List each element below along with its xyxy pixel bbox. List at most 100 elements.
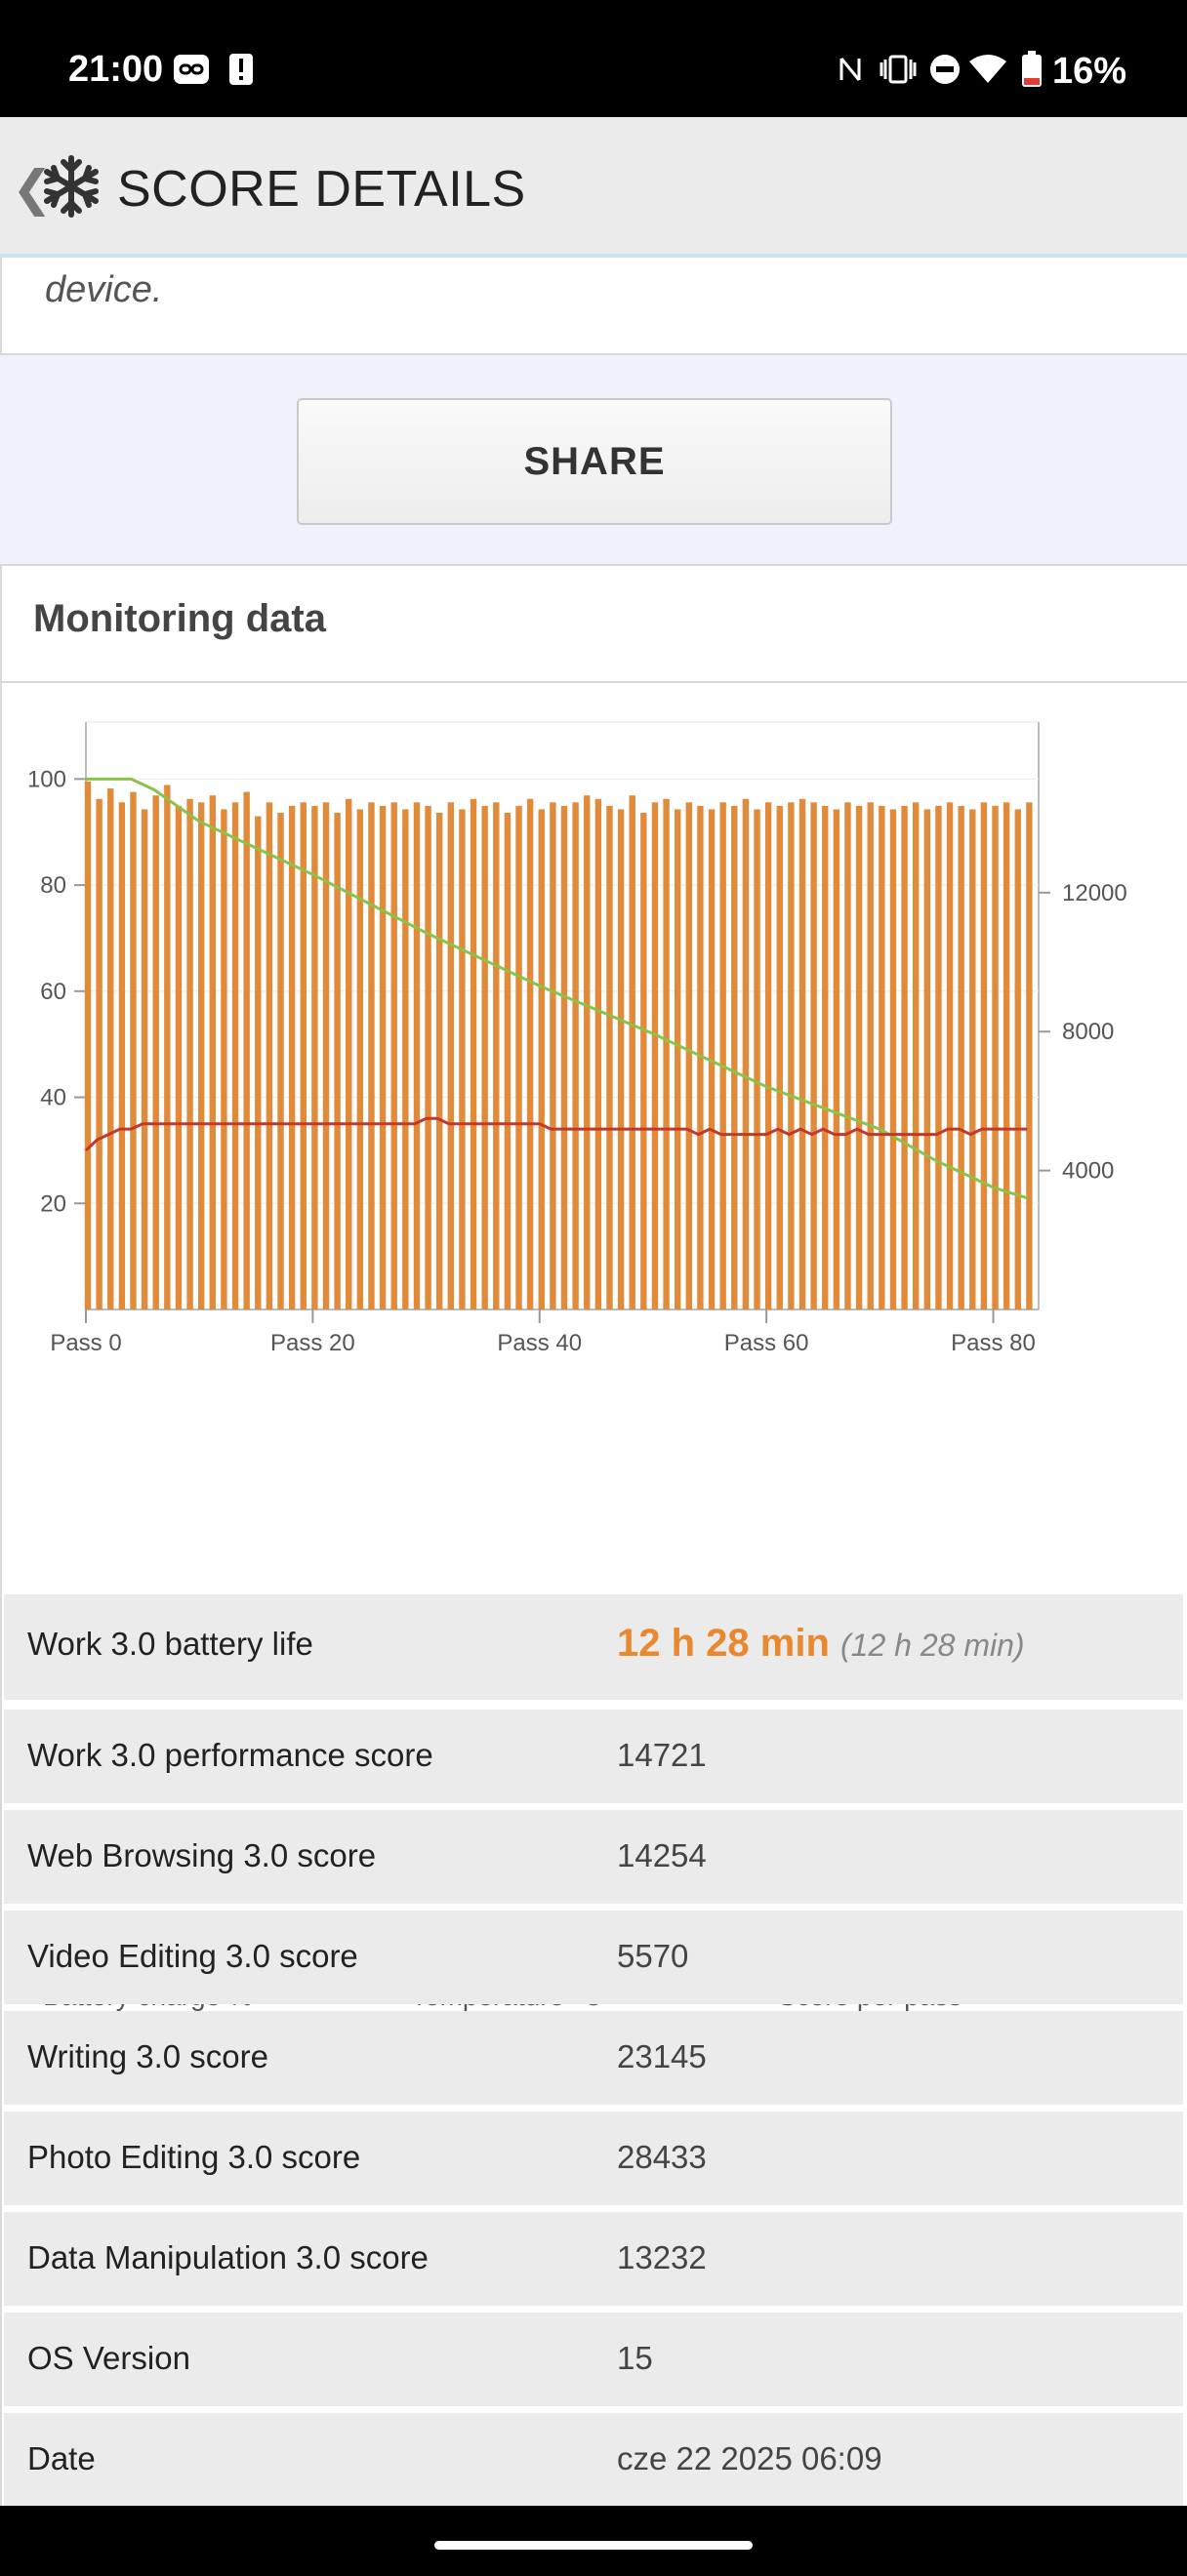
score-bar [288, 805, 296, 1309]
row-label: Photo Editing 3.0 score [27, 2139, 361, 2175]
score-bar [674, 809, 681, 1309]
score-bar [390, 802, 397, 1309]
score-bar [980, 802, 988, 1309]
score-bar [754, 809, 760, 1309]
score-bar [788, 802, 795, 1309]
score-bar [912, 802, 920, 1309]
score-bar [504, 812, 512, 1309]
y-left-tick-label: 100 [27, 766, 66, 792]
row-value: 15 [617, 2340, 653, 2376]
score-bar [798, 798, 806, 1309]
score-bar [493, 802, 500, 1309]
score-bar [764, 802, 772, 1309]
score-bar [515, 805, 522, 1309]
row-label: Data Manipulation 3.0 score [27, 2239, 429, 2275]
score-bar [164, 785, 171, 1309]
y-left-tick-label: 20 [40, 1190, 66, 1217]
score-bar [118, 802, 126, 1309]
alert-icon [226, 53, 256, 86]
battery-life-value: 12 h 28 min (12 h 28 min) [617, 1622, 1025, 1666]
score-bar [96, 798, 102, 1309]
score-bar [844, 802, 851, 1309]
y-left-tick-label: 60 [40, 979, 66, 1005]
row-label: Date [27, 2440, 96, 2476]
score-row: Work 3.0 performance score 14721 [4, 1710, 1183, 1803]
score-bar [629, 795, 635, 1309]
home-gesture-handle[interactable] [434, 2541, 753, 2550]
battery-life-main: 12 h 28 min [617, 1622, 830, 1665]
score-bar [651, 802, 659, 1309]
score-bar [833, 809, 840, 1309]
y-right-tick-label: 12000 [1062, 880, 1127, 906]
row-value: 28433 [617, 2139, 707, 2175]
row-value: cze 22 2025 06:09 [617, 2440, 882, 2476]
score-row: Web Browsing 3.0 score 14254 [4, 1810, 1183, 1904]
score-bar [640, 812, 647, 1309]
score-bar [334, 812, 341, 1309]
temperature-line [84, 1116, 1028, 1152]
app-bar: ❮ SCORE DETAILS [0, 117, 1187, 258]
link-icon [172, 53, 211, 86]
row-value: 14254 [617, 1837, 707, 1873]
score-bar [300, 802, 307, 1309]
score-bar [221, 809, 227, 1309]
battery-percent: 16% [1052, 51, 1127, 92]
score-bar [84, 781, 92, 1309]
score-row: Video Editing 3.0 score 5570 [4, 1911, 1183, 2004]
score-bar [606, 805, 613, 1309]
score-bar [594, 798, 602, 1309]
score-bar [255, 816, 262, 1309]
wifi-icon [968, 53, 1007, 86]
score-bar [776, 805, 783, 1309]
score-bar [459, 809, 466, 1309]
score-bar [538, 809, 545, 1309]
score-bar [425, 805, 431, 1309]
row-label: Work 3.0 battery life [27, 1626, 313, 1662]
y-left-tick-label: 40 [40, 1085, 66, 1111]
score-row: OS Version 15 [4, 2313, 1183, 2406]
score-bar [697, 805, 704, 1309]
score-bar [413, 802, 421, 1309]
score-bar [152, 795, 159, 1309]
score-bar [231, 802, 239, 1309]
score-bar [1014, 809, 1021, 1309]
row-value: 13232 [617, 2239, 707, 2275]
score-bar [958, 805, 964, 1309]
score-bar [435, 812, 443, 1309]
row-label: Web Browsing 3.0 score [27, 1837, 377, 1873]
score-bar [822, 805, 829, 1309]
y-left-tick-label: 80 [40, 872, 66, 899]
score-bar [810, 802, 817, 1309]
monitoring-chart: 20 40 60 80 100 4000 8000 12000 Pass 0 Pass 20 Pas… [27, 721, 1127, 1356]
score-bar [867, 802, 874, 1309]
score-bar [663, 798, 670, 1309]
score-row: Photo Editing 3.0 score 28433 [4, 2112, 1183, 2205]
score-bar [935, 805, 942, 1309]
score-bar [470, 798, 477, 1309]
score-bar [186, 798, 193, 1309]
score-bar [266, 802, 273, 1309]
battery-life-sub: (12 h 28 min) [840, 1628, 1025, 1663]
score-row: Date cze 22 2025 06:09 [4, 2413, 1183, 2507]
row-label: Video Editing 3.0 score [27, 1938, 358, 1974]
score-bar [719, 802, 726, 1309]
score-bar [572, 802, 579, 1309]
score-bar [402, 809, 409, 1309]
page-title: SCORE DETAILS [117, 161, 526, 218]
score-bar [1003, 802, 1010, 1309]
score-bar [481, 805, 488, 1309]
score-bar [560, 805, 568, 1309]
dnd-icon [927, 53, 962, 86]
score-bar [617, 809, 625, 1309]
x-tick-label: Pass 0 [50, 1330, 121, 1356]
score-bar [209, 795, 217, 1309]
score-bar [889, 809, 897, 1309]
score-bar [708, 809, 716, 1309]
score-bar [175, 805, 183, 1309]
score-bar [550, 802, 556, 1309]
navigation-bar [0, 2506, 1187, 2576]
monitoring-title: Monitoring data [33, 597, 326, 640]
score-bar [368, 802, 375, 1309]
share-button[interactable]: SHARE [297, 398, 892, 525]
score-bar [379, 805, 387, 1309]
